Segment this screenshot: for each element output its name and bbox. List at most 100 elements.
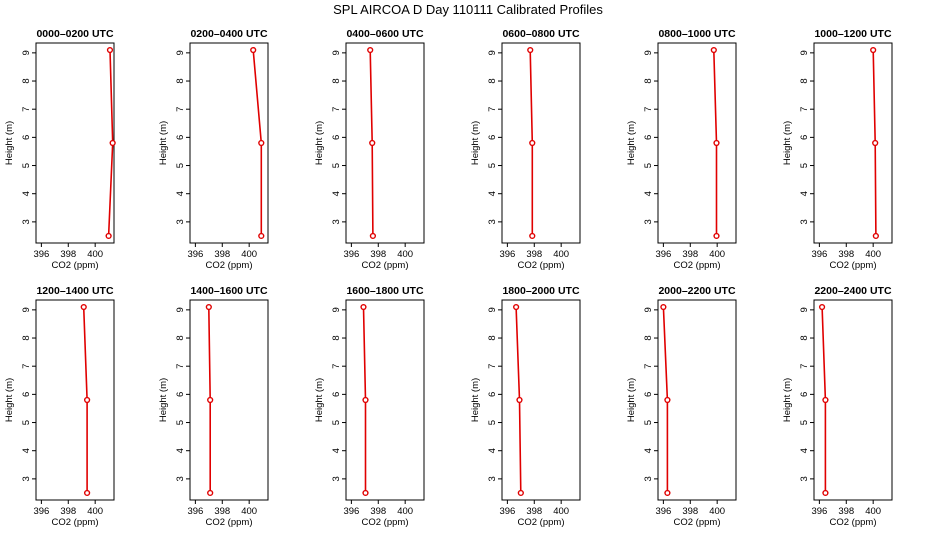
data-point <box>529 232 536 240</box>
y-tick-label: 6 <box>643 135 654 140</box>
y-tick-label: 3 <box>487 476 498 481</box>
y-tick-label: 5 <box>21 420 32 425</box>
x-axis-label: CO2 (ppm) <box>206 260 253 271</box>
panel-title: 0400–0600 UTC <box>346 28 423 40</box>
x-axis-label: CO2 (ppm) <box>830 517 877 528</box>
panel-8: 1600–1800 UTC 396 398 400 3 4 5 6 7 8 9 CO2 (ppm) He… <box>314 285 425 528</box>
y-axis-label: Height (m) <box>782 121 793 165</box>
y-tick-label: 8 <box>175 335 186 340</box>
y-tick-label: 8 <box>799 78 810 83</box>
x-tick-label: 400 <box>709 506 725 517</box>
x-tick-label: 398 <box>214 506 230 517</box>
y-tick-label: 9 <box>175 50 186 55</box>
x-tick-label: 396 <box>33 249 49 260</box>
panel-5: 1000–1200 UTC 396 398 400 3 4 5 6 7 8 9 CO2 (ppm) He… <box>782 28 893 271</box>
x-tick-label: 400 <box>241 249 257 260</box>
y-tick-label: 4 <box>331 191 342 196</box>
y-tick-label: 9 <box>21 50 32 55</box>
y-tick-label: 5 <box>331 163 342 168</box>
y-tick-label: 9 <box>643 307 654 312</box>
y-tick-label: 8 <box>487 78 498 83</box>
data-point <box>527 46 534 54</box>
panel-11: 2200–2400 UTC 396 398 400 3 4 5 6 7 8 9 CO2 (ppm) He… <box>782 285 893 528</box>
y-tick-label: 9 <box>331 307 342 312</box>
x-axis-label: CO2 (ppm) <box>362 260 409 271</box>
panel-2: 0400–0600 UTC 396 398 400 3 4 5 6 7 8 9 CO2 (ppm) He… <box>314 28 425 271</box>
y-tick-label: 6 <box>21 135 32 140</box>
panel-3: 0600–0800 UTC 396 398 400 3 4 5 6 7 8 9 CO2 (ppm) He… <box>470 28 581 271</box>
y-axis-label: Height (m) <box>470 121 481 165</box>
x-tick-label: 398 <box>682 506 698 517</box>
plot-frame <box>35 42 115 244</box>
y-tick-label: 3 <box>21 476 32 481</box>
data-point <box>664 489 671 497</box>
x-axis-label: CO2 (ppm) <box>518 260 565 271</box>
y-tick-label: 7 <box>175 107 186 112</box>
data-point <box>369 139 376 147</box>
x-tick-label: 396 <box>33 506 49 517</box>
y-tick-label: 6 <box>21 392 32 397</box>
data-point <box>664 396 671 404</box>
data-point <box>80 303 87 311</box>
data-point <box>250 46 257 54</box>
x-tick-label: 396 <box>499 506 515 517</box>
x-tick-label: 398 <box>214 249 230 260</box>
x-tick-label: 396 <box>343 506 359 517</box>
data-point <box>870 46 877 54</box>
x-tick-label: 400 <box>241 506 257 517</box>
panel-9: 1800–2000 UTC 396 398 400 3 4 5 6 7 8 9 CO2 (ppm) He… <box>470 285 581 528</box>
plot-frame <box>657 42 737 244</box>
data-point <box>872 232 879 240</box>
y-tick-label: 9 <box>487 50 498 55</box>
panel-0: 0000–0200 UTC 396 398 400 3 4 5 6 7 8 9 CO2 (ppm) He… <box>4 28 116 271</box>
figure-title: SPL AIRCOA D Day 110111 Calibrated Profi… <box>333 2 603 17</box>
y-tick-label: 9 <box>643 50 654 55</box>
y-tick-label: 8 <box>487 335 498 340</box>
y-tick-label: 7 <box>21 107 32 112</box>
x-tick-label: 396 <box>811 506 827 517</box>
y-tick-label: 5 <box>175 163 186 168</box>
y-tick-label: 8 <box>331 78 342 83</box>
y-tick-label: 8 <box>643 335 654 340</box>
y-tick-label: 3 <box>643 476 654 481</box>
data-point <box>367 46 374 54</box>
data-point <box>818 303 826 311</box>
panel-title: 1400–1600 UTC <box>190 285 267 297</box>
data-point <box>84 396 91 404</box>
plot-frame <box>501 42 581 244</box>
y-axis-label: Height (m) <box>626 378 637 422</box>
panel-title: 0000–0200 UTC <box>36 28 113 40</box>
y-tick-label: 4 <box>799 448 810 453</box>
y-axis-label: Height (m) <box>158 121 169 165</box>
plot-frame <box>501 299 581 501</box>
y-tick-label: 8 <box>175 78 186 83</box>
x-tick-label: 396 <box>655 506 671 517</box>
y-tick-label: 3 <box>175 476 186 481</box>
x-tick-label: 396 <box>499 249 515 260</box>
y-tick-label: 6 <box>487 392 498 397</box>
panel-title: 2200–2400 UTC <box>814 285 891 297</box>
data-point <box>205 303 212 311</box>
y-tick-label: 7 <box>331 364 342 369</box>
y-tick-label: 4 <box>799 191 810 196</box>
x-tick-label: 396 <box>811 249 827 260</box>
data-point <box>360 303 367 311</box>
y-tick-label: 3 <box>21 219 32 224</box>
y-tick-label: 8 <box>643 78 654 83</box>
y-tick-label: 7 <box>21 364 32 369</box>
y-tick-label: 9 <box>21 307 32 312</box>
y-tick-label: 9 <box>799 307 810 312</box>
panel-title: 0800–1000 UTC <box>658 28 735 40</box>
y-tick-label: 5 <box>487 163 498 168</box>
panel-1: 0200–0400 UTC 396 398 400 3 4 5 6 7 8 9 CO2 (ppm) He… <box>158 28 269 271</box>
plot-frame <box>345 42 425 244</box>
y-tick-label: 7 <box>331 107 342 112</box>
data-point <box>106 46 114 54</box>
y-tick-label: 5 <box>331 420 342 425</box>
x-tick-label: 398 <box>370 506 386 517</box>
y-tick-label: 3 <box>331 219 342 224</box>
y-tick-label: 4 <box>643 448 654 453</box>
panel-title: 1800–2000 UTC <box>502 285 579 297</box>
data-point <box>710 46 717 54</box>
y-tick-label: 8 <box>21 78 32 83</box>
